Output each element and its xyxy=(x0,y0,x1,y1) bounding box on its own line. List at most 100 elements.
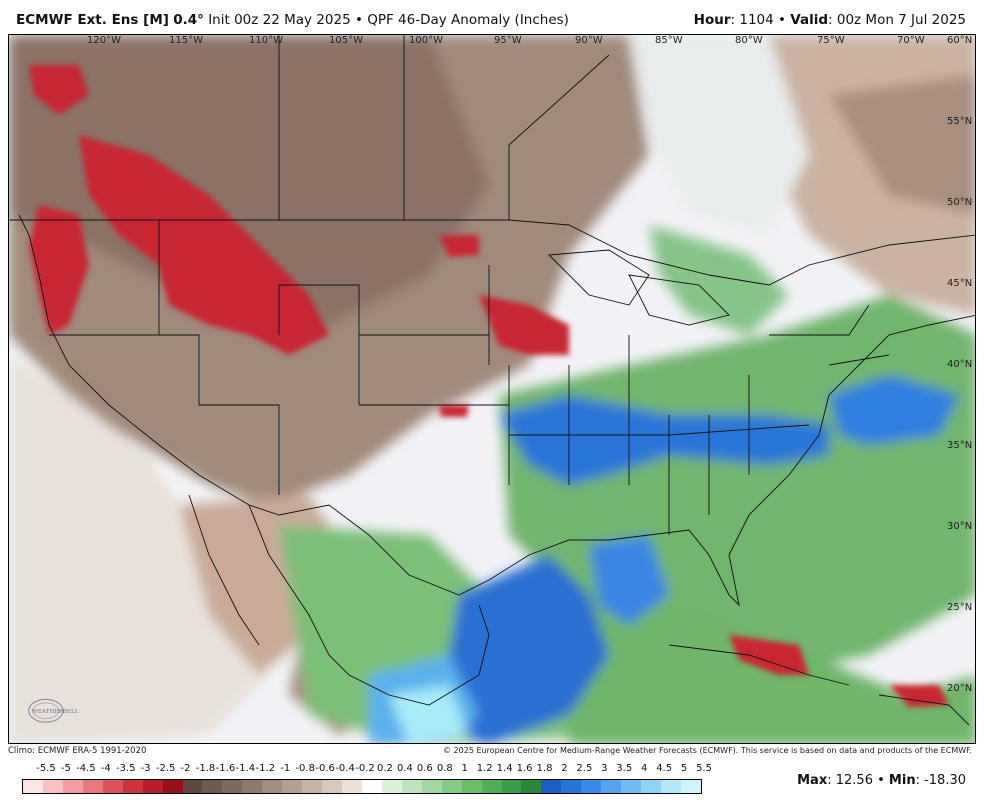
legend-tick-label: 4 xyxy=(641,763,648,774)
lat-label: 55°N xyxy=(947,116,973,127)
political-boundaries xyxy=(9,35,975,726)
lat-label: 60°N xyxy=(947,35,973,46)
stats-separator: • xyxy=(877,773,885,788)
dry-anomaly-patches xyxy=(29,65,949,707)
lat-label: 30°N xyxy=(947,521,973,532)
legend-swatch xyxy=(561,780,582,793)
legend-tick-label: -2 xyxy=(180,763,191,774)
lon-label: 70°W xyxy=(897,35,925,46)
legend-tick-label: -1 xyxy=(280,763,291,774)
lon-label: 80°W xyxy=(735,35,763,46)
legend-tick-label: 3.5 xyxy=(616,763,633,774)
legend-swatch xyxy=(481,780,502,793)
legend-swatch xyxy=(222,780,243,793)
legend-tick-label: 1.4 xyxy=(496,763,513,774)
legend-swatch xyxy=(361,780,382,793)
legend-tick-label: -3.5 xyxy=(115,763,136,774)
hour-label: Hour xyxy=(693,12,731,28)
legend-swatch xyxy=(122,780,143,793)
valid-separator: • xyxy=(778,12,786,28)
legend-swatch xyxy=(441,780,462,793)
legend-swatch xyxy=(102,780,123,793)
lat-label: 40°N xyxy=(947,359,973,370)
valid-time: Hour: 1104 • Valid: 00z Mon 7 Jul 2025 xyxy=(694,12,966,28)
legend-swatch xyxy=(302,780,323,793)
anomaly-map: 120°W 115°W 110°W 105°W 100°W 95°W 90°W … xyxy=(8,34,976,744)
legend-tick-label: -5 xyxy=(60,763,71,774)
legend-tick-label: 0.4 xyxy=(396,763,413,774)
legend-swatch xyxy=(202,780,223,793)
legend-swatch xyxy=(680,780,701,793)
max-value: : 12.56 xyxy=(827,773,873,788)
legend-tick-label: -1.4 xyxy=(235,763,256,774)
legend-tick-label: 2.5 xyxy=(576,763,593,774)
legend-tick-label: 2 xyxy=(561,763,568,774)
lat-label: 50°N xyxy=(947,197,973,208)
legend-swatch xyxy=(142,780,163,793)
hour-value: : 1104 xyxy=(730,12,774,28)
legend-tick-label: -4.5 xyxy=(76,763,96,774)
weatherbell-logo: WEATHERBELL xyxy=(28,698,79,723)
legend-tick-label: 1.6 xyxy=(516,763,533,774)
lon-label: 100°W xyxy=(409,35,443,46)
legend-swatch xyxy=(461,780,482,793)
legend-swatch xyxy=(381,780,402,793)
legend-swatch xyxy=(401,780,422,793)
legend-tick-label: 1.2 xyxy=(476,763,493,774)
lon-label: 105°W xyxy=(329,35,363,46)
lon-label: 90°W xyxy=(575,35,603,46)
map-title: ECMWF Ext. Ens [M] 0.4° Init 00z 22 May … xyxy=(16,12,569,28)
legend-tick-label: 0.2 xyxy=(377,763,393,774)
lat-label: 20°N xyxy=(947,683,973,694)
lat-label: 35°N xyxy=(947,440,973,451)
legend-swatch xyxy=(541,780,562,793)
legend-tick-label: 3 xyxy=(601,763,608,774)
legend-swatch xyxy=(581,780,602,793)
legend-swatch xyxy=(262,780,283,793)
lon-label: 75°W xyxy=(817,35,845,46)
model-resolution: 0.4 xyxy=(173,12,198,28)
legend-tick-label: 0.8 xyxy=(436,763,453,774)
lat-label: 45°N xyxy=(947,278,973,289)
legend-swatch xyxy=(162,780,183,793)
init-time: Init 00z 22 May 2025 xyxy=(208,12,351,28)
product-name: QPF 46-Day Anomaly (Inches) xyxy=(367,12,569,28)
max-min-stats: Max: 12.56 • Min: -18.30 xyxy=(797,773,966,788)
title-separator: • xyxy=(354,12,363,28)
legend-tick-label: -1.8 xyxy=(195,763,216,774)
legend-tick-label: -1.6 xyxy=(215,763,236,774)
legend-tick-label: -0.4 xyxy=(335,763,355,774)
legend-swatch xyxy=(521,780,542,793)
legend-tick-label: -2.5 xyxy=(155,763,176,774)
min-value: : -18.30 xyxy=(915,773,966,788)
map-canvas xyxy=(9,35,975,743)
lon-label: 85°W xyxy=(655,35,683,46)
legend-tick-label: 5 xyxy=(680,763,688,774)
logo-text: WEATHERBELL xyxy=(32,709,79,715)
legend-tick-label: -1.2 xyxy=(255,763,276,774)
legend-tick-label: 0.6 xyxy=(416,763,433,774)
max-label: Max xyxy=(797,773,828,788)
legend-swatch xyxy=(601,780,622,793)
legend-color-bar xyxy=(22,779,702,794)
min-label: Min xyxy=(888,773,916,788)
lon-label: 115°W xyxy=(169,35,203,46)
color-legend: -5.5 -5 -4.5 -4 -3.5 -3 -2.5 -2 -1.8 -1.6 -1.4 -1.2… xyxy=(22,763,712,794)
lat-label: 25°N xyxy=(947,602,973,613)
legend-tick-label: 1.8 xyxy=(536,763,553,774)
header: ECMWF Ext. Ens [M] 0.4° Init 00z 22 May … xyxy=(0,0,984,34)
legend-swatch xyxy=(23,780,43,793)
legend-swatch xyxy=(62,780,83,793)
legend-tick-label: 5.5 xyxy=(696,763,712,774)
legend-swatch xyxy=(501,780,522,793)
legend-swatch xyxy=(342,780,362,793)
lon-label: 120°W xyxy=(87,35,121,46)
legend-swatch xyxy=(322,780,342,793)
valid-label: Valid xyxy=(790,12,829,28)
climo-credit: Climo: ECMWF ERA-5 1991-2020 xyxy=(8,746,147,756)
ecmwf-copyright: © 2025 European Centre for Medium-Range … xyxy=(443,746,972,755)
valid-value: : 00z Mon 7 Jul 2025 xyxy=(828,12,966,28)
lon-label: 95°W xyxy=(494,35,522,46)
legend-swatch xyxy=(242,780,263,793)
legend-tick-label: 4.5 xyxy=(656,763,673,774)
